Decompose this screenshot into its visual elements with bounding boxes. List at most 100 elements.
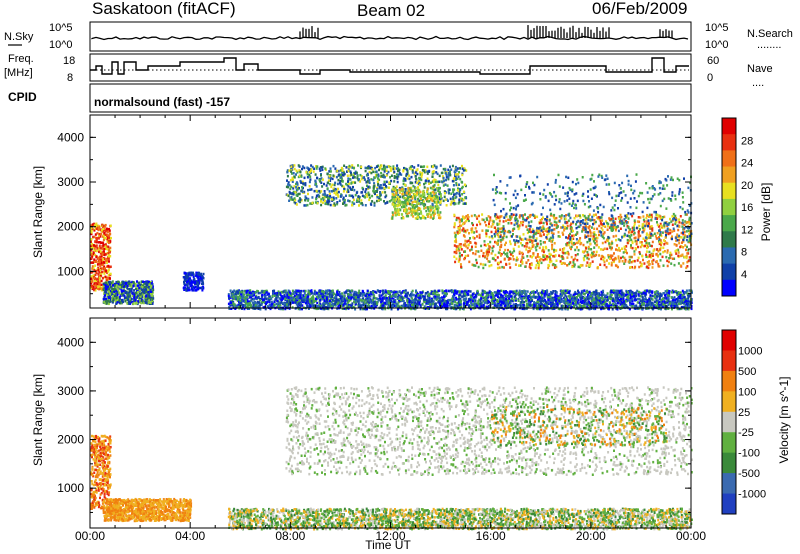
range-gate-cell: [366, 166, 369, 170]
range-gate-cell: [356, 199, 358, 203]
range-gate-cell: [96, 247, 99, 250]
range-gate-cell: [505, 219, 507, 223]
range-gate-cell: [591, 260, 594, 263]
range-gate-cell: [98, 278, 101, 281]
range-gate-cell: [122, 282, 125, 285]
range-gate-cell: [145, 301, 148, 305]
range-gate-cell: [586, 250, 589, 254]
range-gate-cell: [480, 249, 483, 252]
range-gate-cell: [671, 237, 673, 241]
range-gate-cell: [637, 238, 640, 242]
range-gate-cell: [93, 249, 96, 252]
range-gate-cell: [106, 256, 109, 259]
range-gate-cell: [648, 201, 651, 204]
range-gate-cell: [508, 262, 511, 266]
range-gate-cell: [552, 263, 555, 266]
range-gate-cell: [97, 266, 100, 270]
range-gate-cell: [454, 239, 457, 243]
range-gate-cell: [542, 255, 545, 258]
nave-tick-low: 0: [707, 72, 713, 84]
range-gate-cell: [113, 297, 116, 300]
range-gate-cell: [90, 244, 93, 247]
range-gate-cell: [675, 220, 678, 224]
range-gate-cell: [90, 280, 93, 283]
range-gate-cell: [655, 237, 658, 240]
range-gate-cell: [389, 169, 392, 172]
range-gate-cell: [96, 232, 99, 235]
range-gate-cell: [432, 214, 435, 217]
range-gate-cell: [657, 262, 660, 266]
range-gate-cell: [507, 222, 510, 225]
range-gate-cell: [149, 287, 152, 291]
range-gate-cell: [514, 263, 517, 266]
range-gate-cell: [528, 238, 531, 242]
range-gate-cell: [324, 202, 327, 206]
range-gate-cell: [531, 201, 534, 205]
range-gate-cell: [661, 255, 664, 259]
range-gate-cell: [575, 238, 578, 241]
range-gate-cell: [393, 170, 396, 174]
range-gate-cell: [387, 165, 390, 168]
range-gate-cell: [539, 243, 542, 246]
range-gate-cell: [574, 254, 577, 257]
range-gate-cell: [136, 290, 139, 294]
range-gate-cell: [108, 249, 111, 253]
range-gate-cell: [666, 264, 669, 268]
range-gate-cell: [596, 236, 599, 240]
range-gate-cell: [601, 176, 604, 179]
range-gate-cell: [335, 197, 338, 200]
range-gate-cell: [579, 237, 582, 240]
range-gate-cell: [499, 260, 502, 264]
range-gate-cell: [669, 217, 671, 221]
nave-legend: ....: [752, 77, 764, 89]
range-gate-cell: [427, 180, 430, 183]
range-gate-cell: [321, 168, 324, 172]
range-gate-cell: [112, 288, 115, 291]
range-gate-cell: [329, 179, 332, 182]
range-gate-cell: [299, 198, 302, 201]
range-gate-cell: [347, 185, 350, 188]
range-gate-cell: [406, 177, 409, 180]
range-gate-cell: [323, 199, 326, 203]
range-gate-cell: [521, 255, 524, 258]
range-gate-cell: [101, 267, 104, 270]
range-gate-cell: [139, 295, 142, 298]
range-gate-cell: [100, 229, 103, 232]
range-gate-cell: [98, 285, 101, 289]
range-gate-cell: [429, 205, 432, 208]
range-gate-cell: [514, 196, 517, 200]
range-gate-cell: [98, 234, 101, 237]
range-gate-cell: [490, 252, 493, 255]
range-gate-cell: [377, 199, 380, 202]
range-gate-cell: [306, 166, 309, 169]
range-gate-cell: [107, 296, 110, 299]
range-gate-cell: [321, 201, 324, 204]
range-gate-cell: [562, 249, 565, 252]
range-gate-cell: [138, 292, 141, 295]
range-gate-cell: [611, 254, 614, 257]
range-gate-cell: [150, 294, 153, 297]
range-gate-cell: [100, 241, 103, 245]
range-gate-cell: [522, 199, 525, 202]
range-gate-cell: [517, 204, 520, 207]
range-gate-cell: [105, 297, 108, 301]
range-gate-cell: [453, 213, 456, 217]
range-gate-cell: [372, 178, 375, 182]
range-gate-cell: [619, 227, 622, 230]
range-gate-cell: [488, 222, 490, 226]
range-gate-cell: [109, 240, 112, 243]
range-gate-cell: [99, 235, 102, 238]
range-gate-cell: [405, 208, 408, 212]
range-gate-cell: [124, 291, 127, 294]
range-gate-cell: [497, 239, 500, 242]
range-gate-cell: [105, 287, 108, 291]
range-gate-cell: [676, 224, 679, 228]
range-gate-cell: [329, 203, 332, 207]
range-gate-cell: [114, 299, 117, 303]
range-gate-cell: [520, 214, 523, 217]
range-gate-cell: [420, 173, 423, 177]
range-gate-cell: [342, 198, 345, 201]
range-gate-cell: [364, 204, 367, 207]
range-gate-cell: [338, 199, 341, 202]
range-gate-cell: [517, 227, 520, 231]
